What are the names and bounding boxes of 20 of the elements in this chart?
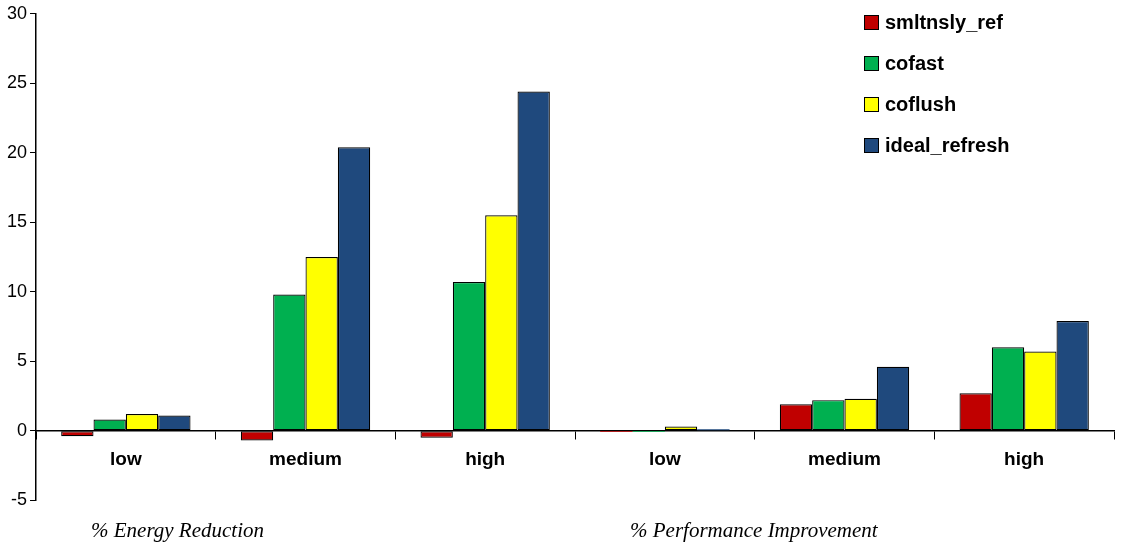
legend-label: cofast	[885, 51, 944, 75]
x-tick-label: high	[1004, 448, 1045, 470]
y-tick-label: 30	[6, 2, 28, 23]
x-tick-label: high	[465, 448, 506, 470]
y-tick-label: -5	[11, 489, 28, 510]
x-tick-label: medium	[808, 448, 881, 470]
text: % Energy Reduction	[91, 518, 265, 543]
text: % Performance Improvement	[630, 518, 878, 543]
y-tick-label: 25	[6, 72, 28, 93]
x-tick-label: medium	[269, 448, 342, 470]
x-tick-label: low	[649, 448, 681, 470]
y-tick-label: 5	[17, 350, 28, 371]
y-tick-label: 20	[6, 141, 28, 162]
x-tick-label: low	[110, 448, 142, 470]
legend-label: smltnsly_ref	[885, 10, 1003, 34]
y-tick-label: 10	[6, 280, 28, 301]
legend-label: coflush	[885, 92, 957, 116]
legend-label: ideal_refresh	[885, 133, 1010, 157]
y-tick-label: 0	[17, 419, 28, 440]
y-tick-label: 15	[6, 211, 28, 232]
